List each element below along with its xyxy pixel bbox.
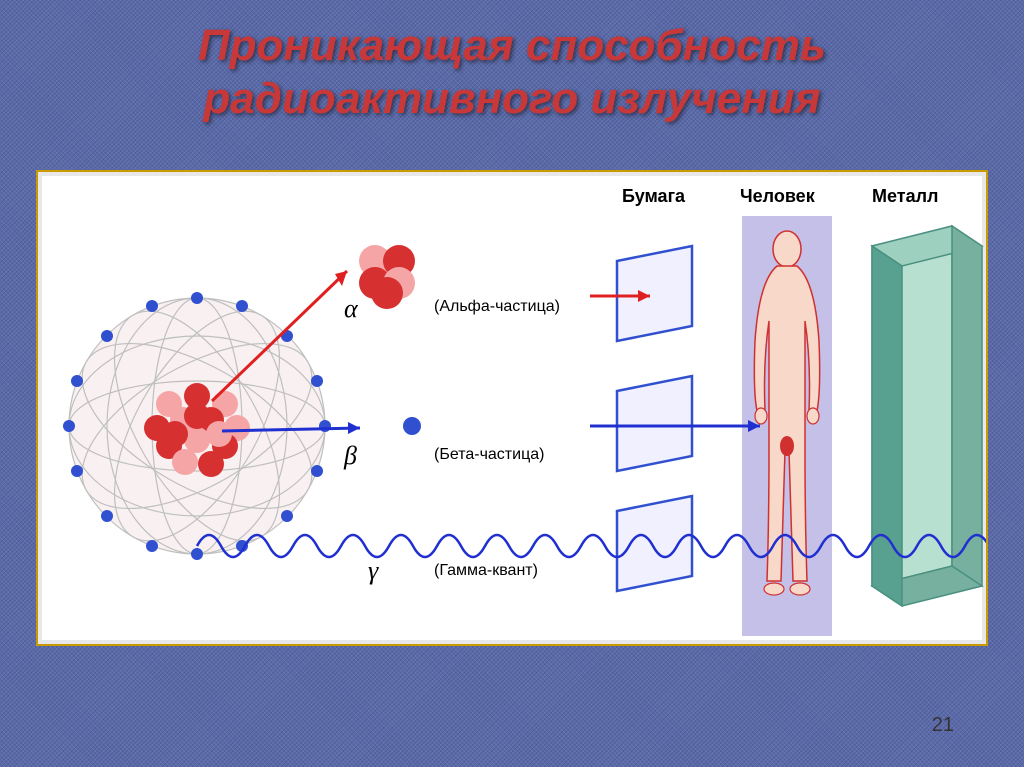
beta-symbol: β: [344, 441, 357, 471]
beta-desc: (Бета-частица): [434, 446, 544, 464]
paper-gamma: [617, 496, 692, 591]
metal-block: [872, 226, 982, 606]
slide-title: Проникающая способность радиоактивного и…: [0, 20, 1024, 126]
title-line2: радиоактивного излучения: [0, 73, 1024, 126]
page-number: 21: [932, 714, 954, 737]
gamma-wave: [197, 535, 986, 557]
gamma-desc: (Гамма-квант): [434, 562, 538, 580]
paper-beta: [617, 376, 692, 471]
diagram-panel: Бумага Человек Металл: [36, 170, 988, 646]
atom: [56, 285, 338, 567]
paper-alpha: [617, 246, 692, 341]
gamma-symbol: γ: [368, 556, 378, 586]
diagram-panel-inner: Бумага Человек Металл: [42, 176, 982, 640]
title-line1: Проникающая способность: [0, 20, 1024, 73]
alpha-particle: [359, 245, 415, 309]
alpha-desc: (Альфа-частица): [434, 298, 560, 316]
beta-particle: [403, 417, 421, 435]
alpha-symbol: α: [344, 294, 358, 324]
